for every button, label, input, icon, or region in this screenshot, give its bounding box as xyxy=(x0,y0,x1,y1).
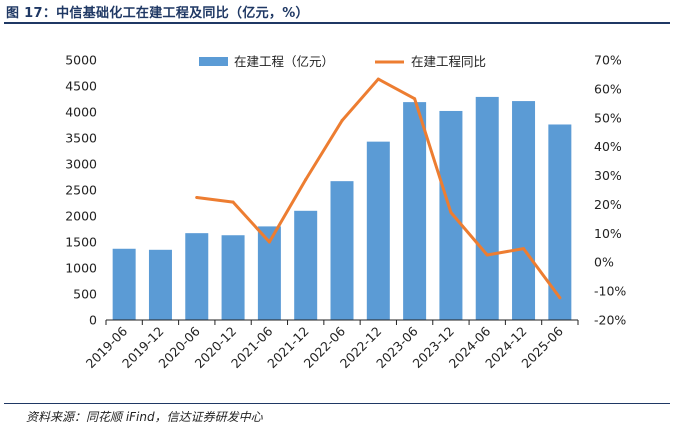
bar-series xyxy=(112,96,572,321)
legend-bar-label: 在建工程（亿元） xyxy=(234,54,334,69)
bar xyxy=(221,235,245,320)
line-point xyxy=(376,77,380,81)
line-point xyxy=(340,119,344,123)
left-tick-label: 1000 xyxy=(65,261,97,276)
right-tick-label: 10% xyxy=(594,226,622,241)
right-tick-label: 40% xyxy=(594,139,622,154)
left-tick-label: 1500 xyxy=(65,235,97,250)
left-tick-label: 4000 xyxy=(65,105,97,120)
left-tick-label: 3000 xyxy=(65,157,97,172)
left-tick-label: 5000 xyxy=(65,53,97,68)
bar xyxy=(148,249,172,320)
right-tick-label: 0% xyxy=(594,255,614,270)
right-tick-label: 60% xyxy=(594,81,622,96)
line-series xyxy=(195,77,562,300)
line-point xyxy=(449,211,453,215)
title-rule xyxy=(4,22,670,24)
left-tick-label: 0 xyxy=(89,313,97,328)
right-tick-label: 20% xyxy=(594,197,622,212)
legend-bar-swatch xyxy=(199,57,228,66)
left-tick-label: 500 xyxy=(73,287,97,302)
legend-line-label: 在建工程同比 xyxy=(411,54,486,69)
line-point xyxy=(304,178,308,182)
left-tick-label: 4500 xyxy=(65,79,97,94)
bar xyxy=(257,226,281,320)
x-axis: 2019-062019-122020-062020-122021-062021-… xyxy=(83,319,579,371)
bar xyxy=(548,124,572,320)
line-point xyxy=(231,200,235,204)
line-point xyxy=(413,97,417,101)
bar xyxy=(185,233,209,320)
figure-title: 图 17：中信基础化工在建工程及同比（亿元，%） xyxy=(6,6,309,21)
bar xyxy=(294,210,318,320)
combo-chart: 0 500 1000 1500 2000 2500 3000 3500 4000 4500 5000… xyxy=(65,53,626,372)
bar xyxy=(512,101,536,320)
right-tick-label: 70% xyxy=(594,53,622,68)
right-tick-label: -20% xyxy=(594,313,626,328)
right-tick-label: -10% xyxy=(594,284,626,299)
left-tick-label: 2000 xyxy=(65,209,97,224)
line-point xyxy=(485,253,489,257)
right-tick-label: 30% xyxy=(594,168,622,183)
bar xyxy=(112,248,136,320)
bar xyxy=(439,110,463,321)
line-point xyxy=(522,247,526,251)
bar xyxy=(403,102,427,321)
line-point xyxy=(558,296,562,300)
legend: 在建工程（亿元） 在建工程同比 xyxy=(199,54,486,69)
line-point xyxy=(195,196,199,200)
right-axis: -20% -10% 0% 10% 20% 30% 40% 50% 60% 70% xyxy=(594,53,626,328)
left-tick-label: 2500 xyxy=(65,183,97,198)
bar xyxy=(366,141,390,320)
left-axis: 0 500 1000 1500 2000 2500 3000 3500 4000 4500 5000 xyxy=(65,53,97,328)
footer-rule xyxy=(4,403,670,404)
right-tick-label: 50% xyxy=(594,110,622,125)
line-point xyxy=(267,240,271,244)
bar xyxy=(475,96,499,320)
bar xyxy=(330,181,354,320)
left-tick-label: 3500 xyxy=(65,131,97,146)
source-note: 资料来源：同花顺 iFind，信达证券研发中心 xyxy=(26,410,263,424)
